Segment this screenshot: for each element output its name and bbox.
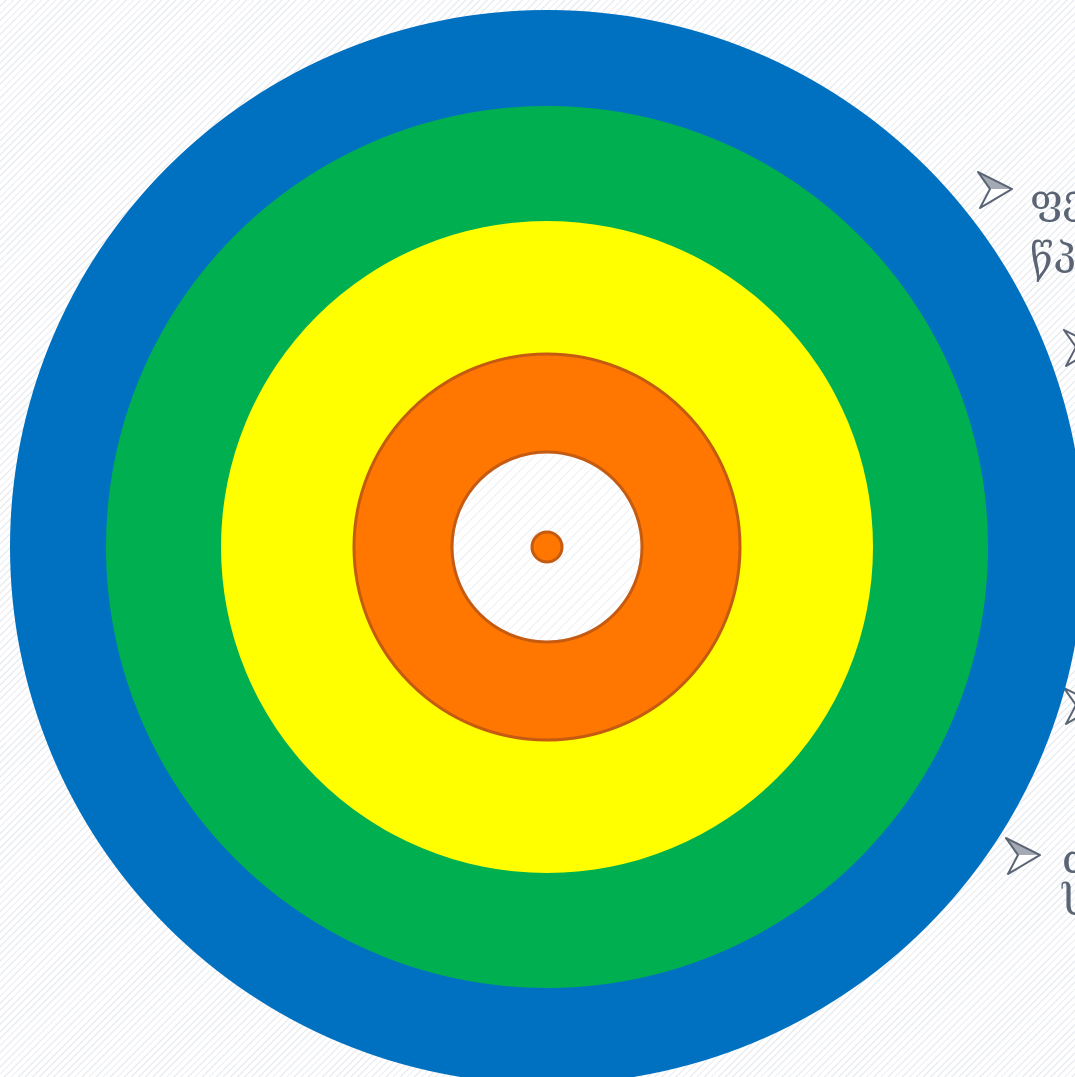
bullet-arrow-3-icon bbox=[1063, 687, 1075, 725]
side-text-line-3: ძ bbox=[1062, 837, 1075, 883]
side-text-line-4: ს bbox=[1062, 879, 1075, 925]
side-text-line-1: ფე bbox=[1030, 177, 1075, 223]
bullseye-dot bbox=[530, 530, 564, 564]
bullet-arrow-1-icon bbox=[977, 171, 1013, 209]
side-text-line-2: წპ bbox=[1030, 237, 1075, 283]
bullet-arrow-4-icon bbox=[1005, 837, 1041, 875]
bullet-arrow-2-icon bbox=[1063, 329, 1075, 367]
